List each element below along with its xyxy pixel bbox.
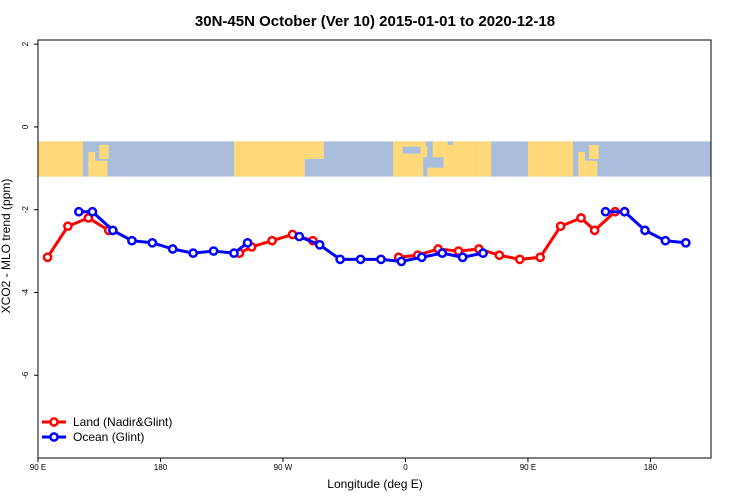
map-land xyxy=(99,144,109,159)
series-line xyxy=(78,210,249,255)
data-point xyxy=(63,221,73,232)
map-land xyxy=(527,141,573,177)
data-point xyxy=(376,254,386,265)
legend-label: Ocean (Glint) xyxy=(73,430,144,444)
map-band xyxy=(38,141,711,177)
data-point xyxy=(437,248,448,258)
data-point xyxy=(576,213,586,223)
data-point xyxy=(416,252,427,263)
series-ocean xyxy=(73,206,691,267)
x-tick-label: 90 E xyxy=(520,463,536,472)
data-point xyxy=(208,246,219,256)
data-point xyxy=(294,231,305,242)
x-tick-label: 90 W xyxy=(274,463,293,472)
legend-label: Land (Nadir&Glint) xyxy=(73,415,172,429)
data-point xyxy=(640,225,650,236)
series-line xyxy=(398,210,625,261)
x-axis-label: Longitude (deg E) xyxy=(327,477,422,491)
legend: Land (Nadir&Glint)Ocean (Glint) xyxy=(42,415,172,444)
data-point xyxy=(680,237,691,248)
data-point xyxy=(514,254,525,265)
data-point xyxy=(229,248,239,258)
y-axis-label: XCO2 - MLO trend (ppm) xyxy=(0,179,13,314)
data-point xyxy=(147,237,158,248)
data-point xyxy=(660,235,671,246)
y-tick-label: 0 xyxy=(21,124,30,129)
map-land xyxy=(427,167,444,177)
y-tick-label: -6 xyxy=(21,371,30,379)
y-tick-label: 2 xyxy=(21,41,30,46)
map-land xyxy=(393,141,403,177)
map-land xyxy=(420,146,428,158)
data-point xyxy=(242,237,253,248)
map-land xyxy=(400,153,424,177)
map-land xyxy=(578,160,598,177)
map-land xyxy=(476,141,492,177)
legend-marker xyxy=(49,432,59,442)
map-land xyxy=(412,155,420,167)
data-point xyxy=(396,256,407,267)
data-point xyxy=(457,252,468,263)
data-point xyxy=(494,250,505,261)
y-tick-label: -4 xyxy=(21,288,30,296)
map-land xyxy=(88,160,108,177)
map-ocean xyxy=(38,141,711,177)
series-line xyxy=(46,216,110,259)
map-land xyxy=(233,141,305,177)
data-point xyxy=(108,225,118,236)
plot-frame xyxy=(37,39,712,459)
data-point xyxy=(87,206,98,217)
map-land xyxy=(453,141,477,177)
chart-title: 30N-45N October (Ver 10) 2015-01-01 to 2… xyxy=(195,13,555,30)
data-point xyxy=(73,206,84,217)
map-land xyxy=(300,141,324,159)
data-point xyxy=(42,252,53,263)
data-point xyxy=(188,248,199,258)
data-point xyxy=(335,254,345,265)
data-point xyxy=(555,221,566,232)
data-point xyxy=(535,252,546,263)
x-tick-label: 180 xyxy=(154,463,168,472)
data-point xyxy=(589,225,600,236)
y-axis: 2 0 -2 -4 -6 xyxy=(21,41,38,379)
data-point xyxy=(355,254,366,265)
map-land xyxy=(38,141,83,177)
data-point xyxy=(167,244,178,254)
data-point xyxy=(600,206,611,217)
map-land xyxy=(589,144,599,159)
data-point xyxy=(127,235,137,246)
x-axis: 90 E 180 90 W 0 90 E 180 xyxy=(30,458,658,472)
x-tick-label: 0 xyxy=(403,463,408,472)
data-point xyxy=(314,240,325,250)
x-tick-label: 180 xyxy=(644,463,658,472)
legend-marker xyxy=(49,417,59,427)
y-tick-label: -2 xyxy=(21,206,30,214)
data-point xyxy=(619,206,630,217)
data-point xyxy=(478,248,488,258)
map-land xyxy=(401,141,426,147)
series-layer xyxy=(42,206,691,267)
data-point xyxy=(267,235,277,246)
x-tick-label: 90 E xyxy=(30,463,46,472)
